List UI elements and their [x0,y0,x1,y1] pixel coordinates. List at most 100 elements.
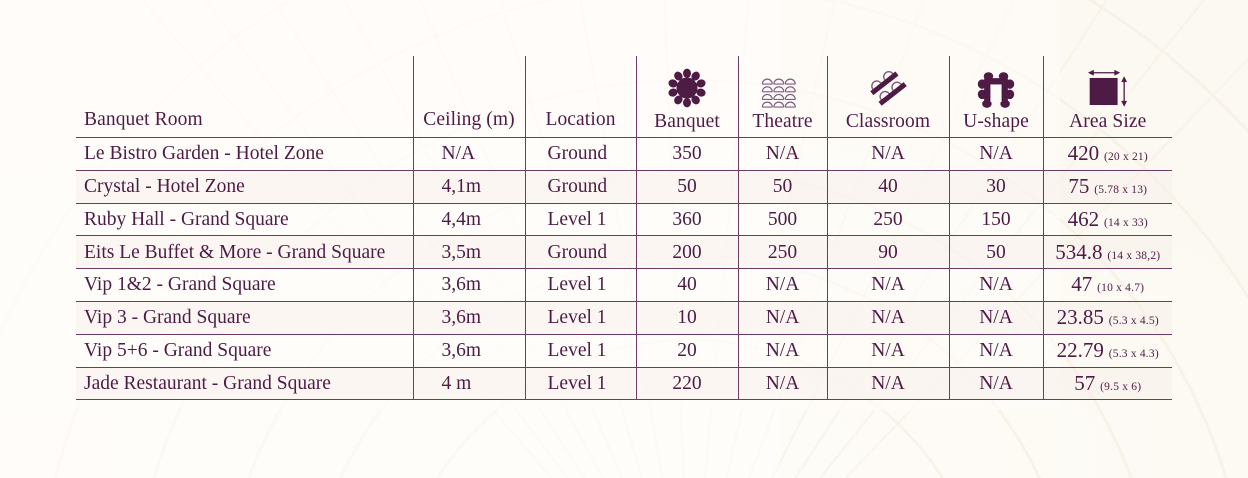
table-row: Ruby Hall - Grand Square 4,4m Level 1 360 50… [76,202,1172,236]
cell-ceiling: N/A [412,137,525,171]
cell-room: Vip 5+6 - Grand Square [76,333,413,368]
area-dimensions: (14 x 33) [1103,216,1148,229]
cell-ceiling: 4 m [412,366,525,401]
cell-area: 47 (10 x 4.7) [1042,268,1172,302]
area-dimensions: (14 x 38,2) [1107,249,1161,262]
cell-ceiling: 4,1m [412,169,525,204]
cell-banquet: 360 [635,202,738,236]
column-header-classroom-label: Classroom [845,110,931,132]
cell-room: Crystal - Hotel Zone [76,169,413,204]
cell-ushape: N/A [948,300,1043,335]
cell-location: Level 1 [524,333,636,368]
cell-classroom: N/A [826,300,949,335]
cell-ushape: N/A [948,137,1043,171]
classroom-desks-icon [866,67,910,109]
area-value: 47 [1071,272,1093,297]
cell-location: Ground [524,137,636,171]
column-header-theatre-label: Theatre [752,110,813,132]
area-value: 57 [1074,370,1096,395]
cell-ceiling: 3,6m [412,268,525,302]
cell-room: Vip 3 - Grand Square [76,300,413,335]
cell-banquet: 350 [635,137,738,171]
cell-area: 420 (20 x 21) [1042,137,1172,171]
u-shape-table-icon [976,67,1016,109]
cell-theatre: N/A [737,333,827,368]
cell-area: 534.8 (14 x 38,2) [1042,235,1172,269]
cell-classroom: 90 [826,235,949,269]
cell-area: 57 (9.5 x 6) [1042,366,1172,401]
cell-banquet: 20 [635,333,738,368]
column-header-classroom: Classroom [826,56,949,138]
cell-room: Le Bistro Garden - Hotel Zone [76,137,413,171]
column-header-ceiling: Ceiling (m) [412,56,525,138]
table-row: Vip 1&2 - Grand Square 3,6m Level 1 40 N/A N/… [76,268,1172,302]
table-header: Banquet Room Ceiling (m) Location [76,56,1172,138]
cell-area: 75 (5.78 x 13) [1042,169,1172,204]
cell-room: Ruby Hall - Grand Square [76,202,413,236]
cell-ushape: 150 [948,202,1043,236]
cell-ceiling: 3,6m [412,300,525,335]
area-value: 462 [1067,206,1100,231]
banquet-room-capacity-table: Banquet Room Ceiling (m) Location [76,56,1172,401]
capacity-table: Banquet Room Ceiling (m) Location [76,56,1172,401]
cell-theatre: 250 [737,235,827,269]
cell-theatre: 500 [737,202,827,236]
cell-classroom: N/A [826,137,949,171]
cell-theatre: N/A [737,137,827,171]
column-header-location: Location [524,56,636,138]
cell-banquet: 220 [635,366,738,401]
column-header-ushape-label: U-shape [963,110,1029,132]
area-dimensions: (10 x 4.7) [1097,282,1145,295]
cell-banquet: 200 [635,235,738,269]
area-size-square-icon [1084,67,1132,109]
area-dimensions: (5.78 x 13) [1094,183,1148,196]
table-row: Jade Restaurant - Grand Square 4 m Level 1… [76,366,1172,401]
column-header-theatre: Theatre [737,56,827,138]
column-header-room: Banquet Room [76,56,413,138]
column-header-banquet: Banquet [635,56,738,138]
theatre-seats-icon [760,67,806,109]
table-row: Crystal - Hotel Zone 4,1m Ground 50 50 40 30 75… [76,169,1172,204]
cell-location: Ground [524,235,636,269]
cell-area: 22.79 (5.3 x 4.3) [1042,333,1172,368]
column-header-banquet-label: Banquet [654,110,720,132]
table-row: Le Bistro Garden - Hotel Zone N/A Ground 35… [76,137,1172,171]
area-value: 75 [1068,173,1090,198]
cell-classroom: N/A [826,268,949,302]
column-header-location-label: Location [545,109,616,130]
cell-location: Level 1 [524,366,636,401]
cell-ceiling: 3,5m [412,235,525,269]
area-value: 534.8 [1055,239,1103,264]
area-value: 22.79 [1056,337,1104,362]
table-body: Le Bistro Garden - Hotel Zone N/A Ground 35… [76,137,1172,401]
table-row: Vip 3 - Grand Square 3,6m Level 1 10 N/A N/A N… [76,300,1172,335]
cell-ceiling: 4,4m [412,202,525,236]
cell-room: Eits Le Buffet & More - Grand Square [76,235,413,269]
cell-banquet: 40 [635,268,738,302]
cell-area: 23.85 (5.3 x 4.5) [1042,300,1172,335]
header-row: Banquet Room Ceiling (m) Location [76,56,1172,138]
cell-ushape: 30 [948,169,1043,204]
column-header-room-label: Banquet Room [84,109,203,130]
cell-ushape: N/A [948,333,1043,368]
cell-ushape: N/A [948,268,1043,302]
cell-room: Jade Restaurant - Grand Square [76,366,413,401]
column-header-ushape: U-shape [948,56,1043,138]
cell-ushape: 50 [948,235,1043,269]
cell-classroom: 40 [826,169,949,204]
table-row: Vip 5+6 - Grand Square 3,6m Level 1 20 N/A N/… [76,333,1172,368]
cell-classroom: N/A [826,366,949,401]
cell-theatre: N/A [737,268,827,302]
column-header-ceiling-label: Ceiling (m) [423,109,515,130]
cell-location: Ground [524,169,636,204]
cell-area: 462 (14 x 33) [1042,202,1172,236]
cell-theatre: N/A [737,366,827,401]
cell-ceiling: 3,6m [412,333,525,368]
area-dimensions: (9.5 x 6) [1100,380,1142,393]
area-value: 23.85 [1056,305,1104,330]
cell-location: Level 1 [524,300,636,335]
cell-classroom: 250 [826,202,949,236]
area-value: 420 [1067,141,1100,166]
cell-location: Level 1 [524,268,636,302]
cell-theatre: N/A [737,300,827,335]
